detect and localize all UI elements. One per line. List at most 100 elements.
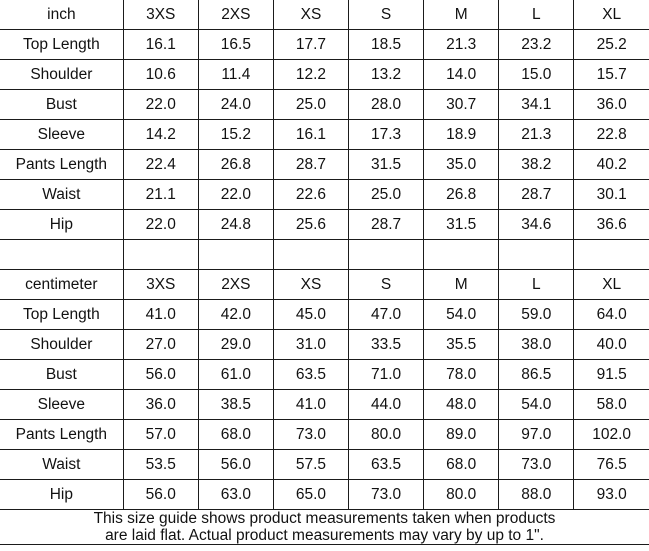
measurement-value-L: 38.2 bbox=[498, 149, 575, 180]
table-row: Sleeve 14.2 15.2 16.1 17.3 18.9 21.3 22.8 bbox=[0, 119, 649, 150]
measurement-value-S: 47.0 bbox=[348, 299, 425, 330]
measurement-value-L: 21.3 bbox=[498, 119, 575, 150]
measurement-value-2XS: 11.4 bbox=[197, 59, 274, 90]
spacer-cell bbox=[272, 239, 350, 270]
unit-label-inch: inch bbox=[0, 0, 124, 30]
unit-label-centimeter: centimeter bbox=[0, 269, 124, 300]
size-header-S: S bbox=[348, 0, 425, 30]
table-spacer-row bbox=[0, 239, 649, 270]
measurement-value-S: 73.0 bbox=[348, 479, 425, 510]
measurement-label: Top Length bbox=[0, 299, 124, 330]
measurement-label: Sleeve bbox=[0, 389, 124, 420]
measurement-value-M: 21.3 bbox=[423, 29, 500, 60]
size-header-XS: XS bbox=[272, 269, 350, 300]
measurement-value-XL: 25.2 bbox=[573, 29, 649, 60]
measurement-value-3XS: 22.0 bbox=[122, 209, 199, 240]
measurement-label: Pants Length bbox=[0, 419, 124, 450]
measurement-value-XS: 65.0 bbox=[272, 479, 350, 510]
measurement-label: Bust bbox=[0, 359, 124, 390]
measurement-value-S: 71.0 bbox=[348, 359, 425, 390]
measurement-value-3XS: 22.0 bbox=[122, 89, 199, 120]
size-header-2XS: 2XS bbox=[197, 0, 274, 30]
measurement-value-L: 86.5 bbox=[498, 359, 575, 390]
size-header-3XS: 3XS bbox=[122, 0, 199, 30]
measurement-label: Bust bbox=[0, 89, 124, 120]
measurement-value-S: 28.7 bbox=[348, 209, 425, 240]
measurement-value-XL: 22.8 bbox=[573, 119, 649, 150]
measurement-value-2XS: 24.0 bbox=[197, 89, 274, 120]
table-row: Bust 56.0 61.0 63.5 71.0 78.0 86.5 91.5 bbox=[0, 359, 649, 390]
measurement-value-M: 78.0 bbox=[423, 359, 500, 390]
spacer-cell bbox=[423, 239, 500, 270]
measurement-value-XS: 73.0 bbox=[272, 419, 350, 450]
measurement-value-XS: 63.5 bbox=[272, 359, 350, 390]
table-row: Sleeve 36.0 38.5 41.0 44.0 48.0 54.0 58.0 bbox=[0, 389, 649, 420]
measurement-value-3XS: 41.0 bbox=[122, 299, 199, 330]
measurement-value-XS: 41.0 bbox=[272, 389, 350, 420]
measurement-value-M: 48.0 bbox=[423, 389, 500, 420]
measurement-value-M: 14.0 bbox=[423, 59, 500, 90]
measurement-value-L: 59.0 bbox=[498, 299, 575, 330]
footer-note-line: are laid flat. Actual product measuremen… bbox=[105, 527, 544, 545]
spacer-cell bbox=[122, 239, 199, 270]
measurement-value-3XS: 14.2 bbox=[122, 119, 199, 150]
table-row: Waist 21.1 22.0 22.6 25.0 26.8 28.7 30.1 bbox=[0, 179, 649, 210]
measurement-value-XS: 25.0 bbox=[272, 89, 350, 120]
measurement-value-L: 28.7 bbox=[498, 179, 575, 210]
measurement-value-XL: 40.0 bbox=[573, 329, 649, 360]
size-header-L: L bbox=[498, 269, 575, 300]
measurement-value-XS: 17.7 bbox=[272, 29, 350, 60]
measurement-label: Waist bbox=[0, 179, 124, 210]
spacer-cell bbox=[573, 239, 649, 270]
measurement-label: Top Length bbox=[0, 29, 124, 60]
measurement-label: Shoulder bbox=[0, 59, 124, 90]
measurement-value-2XS: 22.0 bbox=[197, 179, 274, 210]
measurement-value-3XS: 56.0 bbox=[122, 479, 199, 510]
measurement-value-3XS: 53.5 bbox=[122, 449, 199, 480]
measurement-value-M: 26.8 bbox=[423, 179, 500, 210]
table-row: Top Length 16.1 16.5 17.7 18.5 21.3 23.2 25.2 bbox=[0, 29, 649, 60]
spacer-cell bbox=[197, 239, 274, 270]
measurement-value-S: 28.0 bbox=[348, 89, 425, 120]
measurement-value-XL: 30.1 bbox=[573, 179, 649, 210]
size-header-3XS: 3XS bbox=[122, 269, 199, 300]
measurement-value-2XS: 24.8 bbox=[197, 209, 274, 240]
measurement-value-3XS: 22.4 bbox=[122, 149, 199, 180]
measurement-value-XS: 57.5 bbox=[272, 449, 350, 480]
spacer-cell bbox=[498, 239, 575, 270]
table-row: Waist 53.5 56.0 57.5 63.5 68.0 73.0 76.5 bbox=[0, 449, 649, 480]
measurement-value-3XS: 21.1 bbox=[122, 179, 199, 210]
measurement-value-2XS: 26.8 bbox=[197, 149, 274, 180]
measurement-value-M: 68.0 bbox=[423, 449, 500, 480]
spacer-cell-label bbox=[0, 239, 124, 270]
measurement-value-S: 13.2 bbox=[348, 59, 425, 90]
measurement-value-M: 35.5 bbox=[423, 329, 500, 360]
measurement-value-M: 54.0 bbox=[423, 299, 500, 330]
measurement-value-L: 54.0 bbox=[498, 389, 575, 420]
measurement-value-S: 18.5 bbox=[348, 29, 425, 60]
size-header-XL: XL bbox=[573, 269, 649, 300]
measurement-value-2XS: 56.0 bbox=[197, 449, 274, 480]
table-row: Pants Length 22.4 26.8 28.7 31.5 35.0 38.2 40.2 bbox=[0, 149, 649, 180]
measurement-value-3XS: 27.0 bbox=[122, 329, 199, 360]
measurement-value-L: 97.0 bbox=[498, 419, 575, 450]
measurement-label: Shoulder bbox=[0, 329, 124, 360]
unit-header-row-inch: inch 3XS 2XS XS S M L XL bbox=[0, 0, 649, 30]
measurement-value-S: 63.5 bbox=[348, 449, 425, 480]
measurement-value-XL: 76.5 bbox=[573, 449, 649, 480]
size-header-2XS: 2XS bbox=[197, 269, 274, 300]
table-row: Hip 22.0 24.8 25.6 28.7 31.5 34.6 36.6 bbox=[0, 209, 649, 240]
size-header-L: L bbox=[498, 0, 575, 30]
measurement-value-L: 34.6 bbox=[498, 209, 575, 240]
measurement-value-2XS: 68.0 bbox=[197, 419, 274, 450]
measurement-value-M: 35.0 bbox=[423, 149, 500, 180]
measurement-value-XS: 45.0 bbox=[272, 299, 350, 330]
size-header-XS: XS bbox=[272, 0, 350, 30]
measurement-value-M: 30.7 bbox=[423, 89, 500, 120]
measurement-value-XL: 36.6 bbox=[573, 209, 649, 240]
table-row: Shoulder 27.0 29.0 31.0 33.5 35.5 38.0 40.0 bbox=[0, 329, 649, 360]
table-row: Pants Length 57.0 68.0 73.0 80.0 89.0 97.0 102.… bbox=[0, 419, 649, 450]
measurement-value-L: 88.0 bbox=[498, 479, 575, 510]
footer-note: This size guide shows product measuremen… bbox=[0, 508, 649, 546]
measurement-label: Hip bbox=[0, 479, 124, 510]
